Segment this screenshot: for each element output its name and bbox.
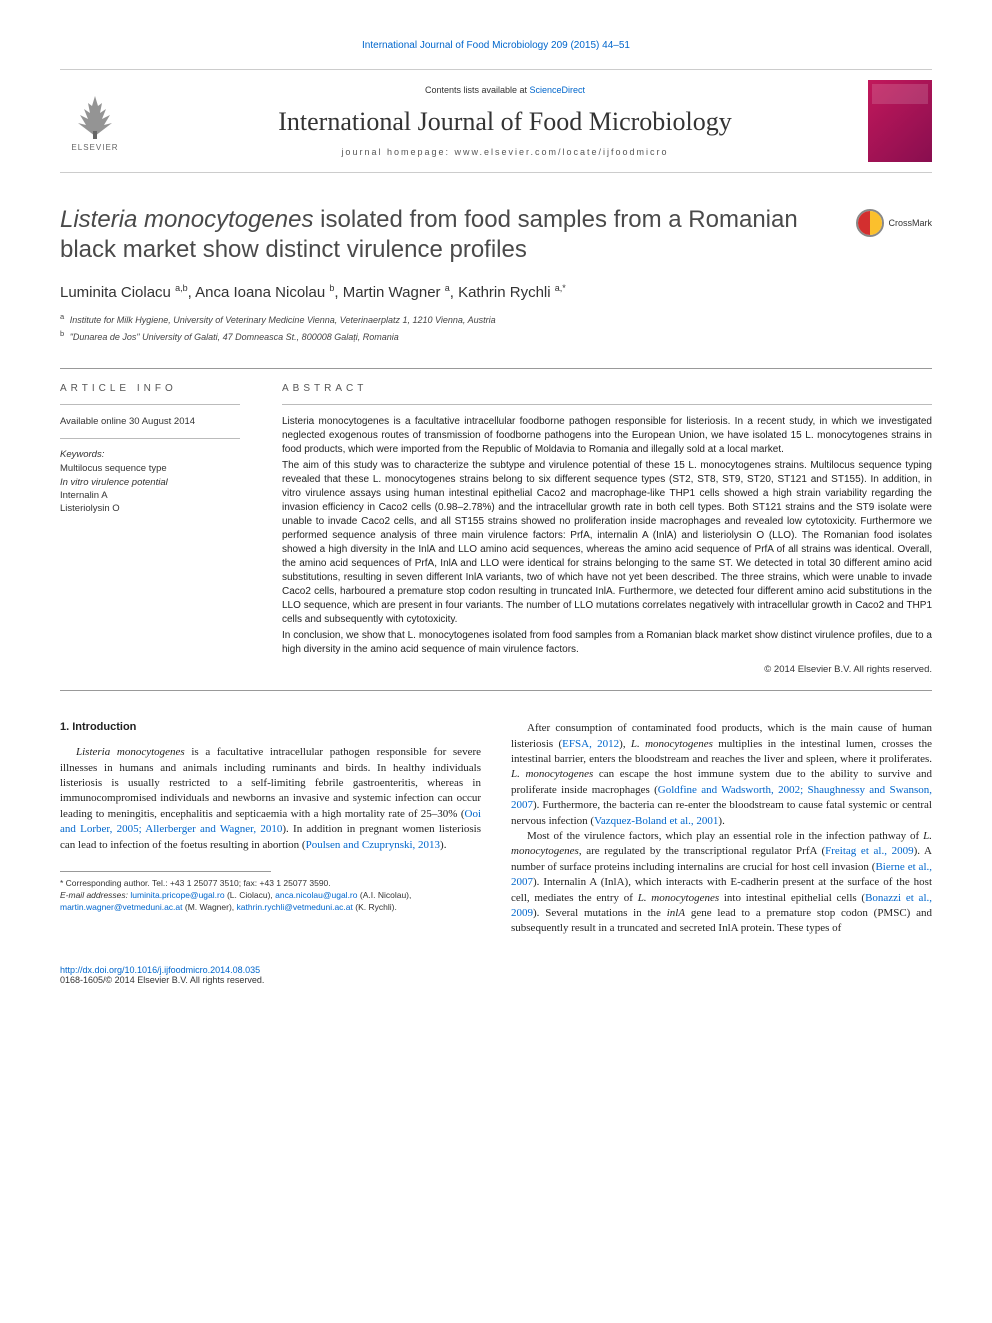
intro-p1: Listeria monocytogenes is a facultative …	[60, 745, 481, 853]
article-info-label: article info	[60, 383, 240, 394]
available-online: Available online 30 August 2014	[60, 415, 240, 428]
journal-header-center: Contents lists available at ScienceDirec…	[142, 85, 868, 157]
abstract-column: abstract Listeria monocytogenes is a fac…	[260, 369, 932, 690]
col2-p1: After consumption of contaminated food p…	[511, 721, 932, 829]
article-info-column: article info Available online 30 August …	[60, 369, 260, 690]
corresponding-footnote: * Corresponding author. Tel.: +43 1 2507…	[60, 878, 481, 914]
keyword-2: In vitro virulence potential	[60, 476, 240, 489]
elsevier-tree-icon	[70, 91, 120, 141]
running-header: International Journal of Food Microbiolo…	[60, 40, 932, 51]
author-2-affil: b	[329, 283, 334, 293]
abstract-p1: Listeria monocytogenes is a facultative …	[282, 415, 932, 457]
email-1[interactable]: luminita.pricope@ugal.ro	[130, 890, 224, 900]
author-3-affil: a	[445, 283, 450, 293]
masthead: ELSEVIER Contents lists available at Sci…	[60, 69, 932, 173]
body-text-left: Listeria monocytogenes is a facultative …	[60, 745, 481, 853]
abstract-label: abstract	[282, 383, 932, 394]
keyword-1: Multilocus sequence type	[60, 462, 240, 475]
abstract-p3: In conclusion, we show that L. monocytog…	[282, 629, 932, 657]
col2-p2-i: inlA	[667, 907, 685, 919]
introduction-heading: 1. Introduction	[60, 721, 481, 733]
email-addresses: E-mail addresses: luminita.pricope@ugal.…	[60, 890, 481, 914]
email-name-1: (L. Ciolacu),	[227, 890, 273, 900]
journal-homepage: journal homepage: www.elsevier.com/locat…	[142, 147, 868, 157]
col2-p2-f: L. monocytogenes	[638, 892, 719, 904]
footer: http://dx.doi.org/10.1016/j.ijfoodmicro.…	[60, 965, 932, 985]
author-1: Luminita Ciolacu	[60, 284, 171, 301]
ref-freitag[interactable]: Freitag et al., 2009	[825, 845, 913, 857]
keyword-2-text: In vitro virulence potential	[60, 477, 168, 488]
body-text-right: After consumption of contaminated food p…	[511, 721, 932, 936]
crossmark-badge[interactable]: CrossMark	[856, 209, 932, 237]
elsevier-logo: ELSEVIER	[60, 86, 130, 156]
col2-p1-b: ),	[619, 738, 631, 750]
col2-p2-h: ). Several mutations in the	[533, 907, 667, 919]
keyword-3: Internalin A	[60, 489, 240, 502]
col2-p1-h: ).	[718, 815, 724, 827]
abstract-divider	[282, 404, 932, 405]
journal-cover-thumbnail	[868, 80, 932, 162]
sciencedirect-link[interactable]: ScienceDirect	[530, 85, 586, 95]
ref-poulsen[interactable]: Poulsen and Czuprynski, 2013	[306, 839, 440, 851]
author-4-affil: a,*	[555, 283, 566, 293]
elsevier-label: ELSEVIER	[71, 143, 118, 152]
crossmark-label: CrossMark	[888, 218, 932, 228]
email-3[interactable]: martin.wagner@vetmeduni.ac.at	[60, 902, 183, 912]
keyword-4: Listeriolysin O	[60, 502, 240, 515]
citation-link[interactable]: International Journal of Food Microbiolo…	[362, 40, 630, 51]
ref-efsa[interactable]: EFSA, 2012	[562, 738, 619, 750]
keywords-label: Keywords:	[60, 449, 240, 460]
intro-p1-d: ).	[440, 839, 446, 851]
email-4[interactable]: kathrin.rychli@vetmeduni.ac.at	[237, 902, 353, 912]
email-name-4: (K. Rychli).	[355, 902, 397, 912]
article-header: CrossMark Listeria monocytogenes isolate…	[60, 205, 932, 344]
article-title: Listeria monocytogenes isolated from foo…	[60, 205, 932, 265]
col2-p1-c: L. monocytogenes	[631, 738, 713, 750]
col2-p2-a: Most of the virulence factors, which pla…	[527, 830, 923, 842]
author-1-affil: a,b	[175, 283, 188, 293]
crossmark-icon	[856, 209, 884, 237]
affiliation-b: b "Dunarea de Jos" University of Galati,…	[60, 328, 932, 345]
info-abstract-row: article info Available online 30 August …	[60, 368, 932, 691]
affiliations: a Institute for Milk Hygiene, University…	[60, 311, 932, 344]
email-name-3: (M. Wagner),	[185, 902, 234, 912]
abstract-copyright: © 2014 Elsevier B.V. All rights reserved…	[282, 663, 932, 676]
author-2: Anca Ioana Nicolau	[195, 284, 325, 301]
abstract-p2: The aim of this study was to characteriz…	[282, 459, 932, 627]
info-divider-2	[60, 438, 240, 439]
affiliation-a-text: Institute for Milk Hygiene, University o…	[70, 315, 496, 325]
abstract-text: Listeria monocytogenes is a facultative …	[282, 415, 932, 676]
email-name-2: (A.I. Nicolau),	[360, 890, 412, 900]
ref-vazquez[interactable]: Vazquez-Boland et al., 2001	[594, 815, 718, 827]
body-column-left: 1. Introduction Listeria monocytogenes i…	[60, 721, 481, 936]
footnote-divider	[60, 871, 271, 872]
affiliation-a: a Institute for Milk Hygiene, University…	[60, 311, 932, 328]
info-divider-1	[60, 404, 240, 405]
contents-line: Contents lists available at ScienceDirec…	[142, 85, 868, 95]
author-3: Martin Wagner	[343, 284, 441, 301]
journal-title: International Journal of Food Microbiolo…	[142, 107, 868, 137]
col2-p2: Most of the virulence factors, which pla…	[511, 829, 932, 937]
col2-p2-g: into intestinal epithelial cells (	[719, 892, 865, 904]
article-title-italic: Listeria monocytogenes	[60, 206, 313, 233]
doi-link[interactable]: http://dx.doi.org/10.1016/j.ijfoodmicro.…	[60, 965, 260, 975]
corr-author-line: * Corresponding author. Tel.: +43 1 2507…	[60, 878, 481, 890]
body-column-right: After consumption of contaminated food p…	[511, 721, 932, 936]
body-columns: 1. Introduction Listeria monocytogenes i…	[60, 721, 932, 936]
email-2[interactable]: anca.nicolau@ugal.ro	[275, 890, 357, 900]
authors-line: Luminita Ciolacu a,b, Anca Ioana Nicolau…	[60, 283, 932, 301]
contents-text: Contents lists available at	[425, 85, 530, 95]
col2-p2-c: , are regulated by the transcriptional r…	[579, 845, 825, 857]
emails-label: E-mail addresses:	[60, 890, 128, 900]
issn-copyright: 0168-1605/© 2014 Elsevier B.V. All right…	[60, 975, 932, 985]
intro-p1-italic: Listeria monocytogenes	[76, 746, 185, 758]
affiliation-b-text: "Dunarea de Jos" University of Galati, 4…	[70, 332, 399, 342]
author-4: Kathrin Rychli	[458, 284, 551, 301]
col2-p1-e: L. monocytogenes	[511, 768, 593, 780]
